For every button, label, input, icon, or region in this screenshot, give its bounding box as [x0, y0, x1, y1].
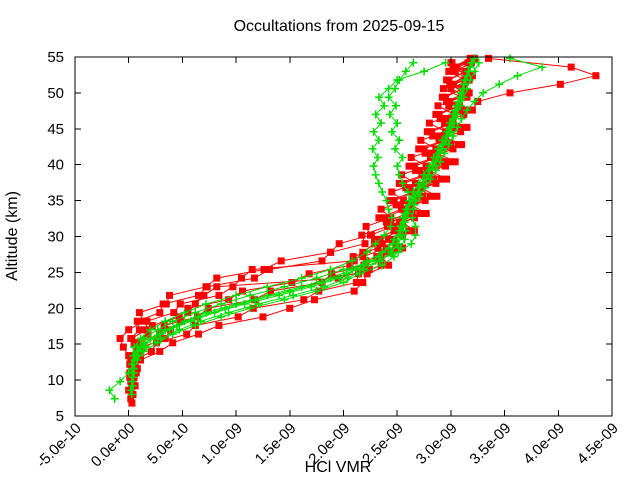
profile-markers	[105, 58, 477, 403]
y-tick-label: 20	[47, 300, 64, 317]
occultation-profile-red-occultation-6	[126, 59, 470, 377]
profile-line	[130, 57, 475, 395]
profile-markers	[128, 54, 600, 407]
occultation-profile-red-occultation-4	[126, 54, 476, 390]
x-tick-label: -5.0e-10	[33, 420, 85, 472]
x-tick-label: 5.0e-10	[144, 420, 192, 468]
y-tick-label: 40	[47, 157, 64, 174]
occultation-profile-red-occultation-3	[125, 59, 475, 403]
y-tick-label: 25	[47, 264, 64, 281]
profile-markers	[126, 54, 476, 390]
plot-frame	[74, 56, 613, 417]
x-tick-label: 4.5e-09	[574, 420, 622, 468]
x-tick-label: 1.0e-09	[198, 420, 246, 468]
profile-markers	[127, 54, 479, 399]
y-tick-label: 15	[47, 336, 64, 353]
profile-line	[128, 62, 472, 399]
profile-line	[129, 57, 473, 386]
y-tick-label: 55	[47, 49, 64, 66]
profile-line	[131, 62, 480, 373]
profile-markers	[127, 54, 547, 390]
profile-markers	[127, 58, 450, 369]
y-tick-label: 5	[56, 408, 64, 425]
y-tick-label: 45	[47, 121, 64, 138]
x-tick-label: 3.5e-09	[466, 420, 514, 468]
data-series-layer	[105, 54, 600, 407]
x-tick-label: 3.0e-09	[413, 420, 461, 468]
y-tick-label: 30	[47, 229, 64, 246]
occultation-profile-red-occultation-1	[128, 54, 600, 407]
profile-markers	[126, 59, 470, 377]
occultation-profile-green-occultation-5	[127, 58, 450, 369]
y-ticks: 5 10 15 20 25 30 35 40 45 50 55	[47, 49, 612, 425]
y-tick-label: 35	[47, 193, 64, 210]
x-ticks: -5.0e-10 0.0e+00 5.0e-10 1.0e-09 1.5e-09 2.0e…	[33, 57, 622, 471]
profile-line	[131, 57, 598, 404]
profile-markers	[125, 59, 475, 403]
x-tick-label: 4.0e-09	[520, 420, 568, 468]
y-tick-label: 10	[47, 372, 64, 389]
chart-title: Occultations from 2025-09-15	[234, 18, 445, 35]
profile-markers	[127, 54, 478, 398]
x-tick-label: 2.5e-09	[359, 420, 407, 468]
occultation-profile-green-occultation-1	[127, 54, 479, 399]
occultation-profile-red-occultation-2	[127, 54, 478, 398]
x-tick-label: 1.5e-09	[252, 420, 300, 468]
profile-line	[131, 57, 544, 386]
x-tick-label: 0.0e+00	[88, 420, 139, 471]
x-axis-label: HCl VMR	[305, 459, 372, 476]
occultation-profile-green-occultation-7	[127, 54, 547, 390]
profile-line	[131, 62, 472, 382]
profile-line	[131, 58, 475, 395]
y-axis-label: Altitude (km)	[4, 191, 21, 281]
y-tick-label: 50	[47, 85, 64, 102]
profile-line	[131, 62, 446, 365]
